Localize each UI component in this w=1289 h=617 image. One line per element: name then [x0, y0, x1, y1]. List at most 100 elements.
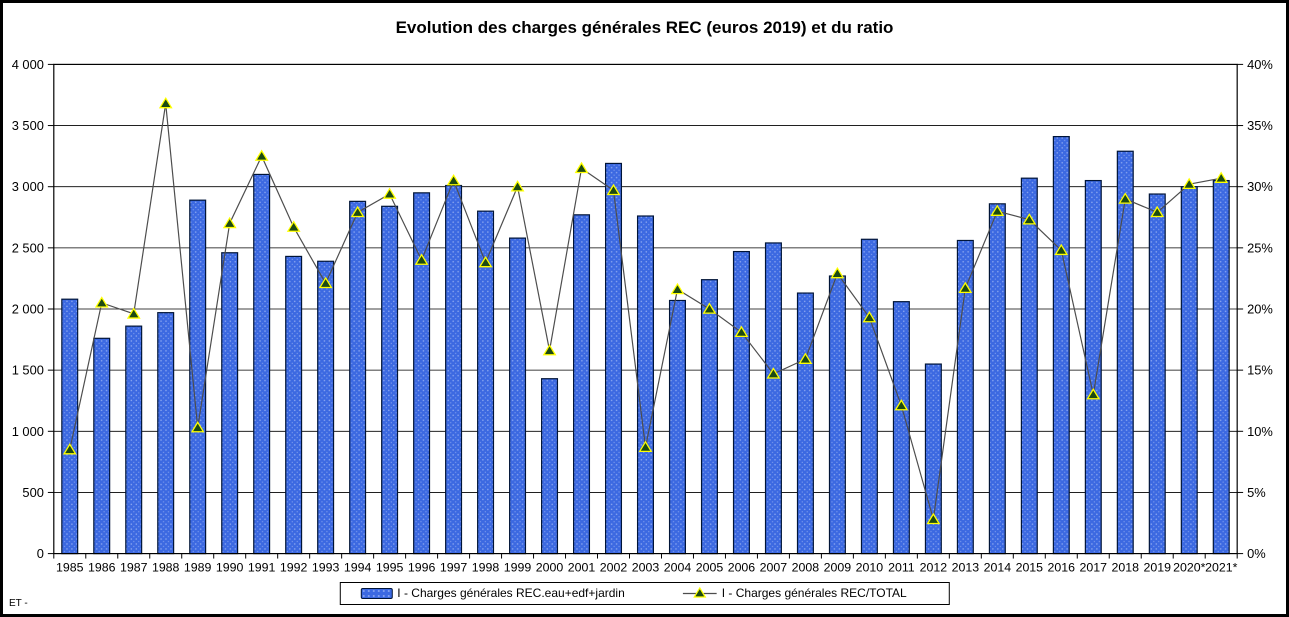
- bar-2011: [892, 301, 910, 555]
- y-axis-label-left: 4 000: [12, 57, 44, 72]
- bar-2000: [541, 378, 559, 555]
- bar-1991: [253, 173, 271, 555]
- bar-2001: [573, 214, 591, 555]
- x-axis-label-2009: 2009: [824, 560, 852, 574]
- x-axis-label-2011: 2011: [888, 560, 915, 574]
- bar-1987: [125, 325, 143, 555]
- bar-1994: [349, 200, 367, 555]
- x-axis-label-2003: 2003: [632, 560, 660, 574]
- y-axis-label-left: 1 500: [12, 363, 44, 378]
- bar-2019: [1148, 193, 1166, 555]
- legend-item-bars: I - Charges générales REC.eau+edf+jardin: [360, 586, 625, 600]
- ratio-marker-1998: [478, 255, 493, 268]
- x-axis-label-2001: 2001: [568, 560, 596, 574]
- x-axis-label-1986: 1986: [88, 560, 116, 574]
- y-axis-label-right: 5%: [1247, 485, 1266, 500]
- bar-1995: [381, 205, 399, 555]
- ratio-marker-2014: [990, 204, 1005, 216]
- x-axis-label-2005: 2005: [696, 560, 724, 574]
- bar-series-swatch-icon: [360, 587, 393, 599]
- ratio-marker-1996: [414, 253, 429, 265]
- x-axis-label-2008: 2008: [792, 560, 820, 574]
- bar-1997: [445, 184, 463, 555]
- ratio-marker-2003: [638, 440, 653, 452]
- ratio-marker-2004: [670, 282, 685, 295]
- bar-2021*: [1212, 179, 1230, 555]
- bar-2020*: [1180, 186, 1198, 555]
- y-axis-label-left: 1 000: [12, 424, 44, 439]
- bar-1999: [509, 237, 527, 555]
- ratio-marker-1989: [190, 421, 205, 433]
- x-axis-label-2000: 2000: [536, 560, 564, 574]
- ratio-marker-2021*: [1214, 171, 1229, 183]
- x-axis-label-2020*: 2020*: [1173, 560, 1205, 574]
- ratio-marker-2016: [1054, 243, 1069, 256]
- ratio-marker-2006: [734, 325, 749, 338]
- x-axis-label-1993: 1993: [312, 560, 340, 574]
- y-axis-label-left: 3 500: [12, 118, 44, 133]
- x-axis-label-2017: 2017: [1080, 560, 1108, 574]
- ratio-marker-2010: [862, 310, 877, 323]
- ratio-marker-2011: [894, 399, 909, 411]
- legend-bars-label: I - Charges générales REC.eau+edf+jardin: [397, 586, 625, 600]
- x-axis-label-2004: 2004: [664, 560, 692, 574]
- x-axis-label-2002: 2002: [600, 560, 628, 574]
- bar-2008: [796, 292, 814, 555]
- bar-1990: [221, 252, 239, 555]
- y-axis-label-right: 25%: [1247, 240, 1273, 255]
- legend-item-line: I - Charges générales REC/TOTAL: [682, 586, 907, 600]
- x-axis-label-2014: 2014: [984, 560, 1012, 574]
- x-axis-label-2015: 2015: [1016, 560, 1044, 574]
- ratio-marker-2001: [574, 161, 589, 174]
- x-axis-label-1997: 1997: [440, 560, 468, 574]
- y-axis-label-right: 20%: [1247, 301, 1273, 316]
- ratio-marker-2015: [1022, 213, 1037, 225]
- x-axis-label-1988: 1988: [152, 560, 180, 574]
- bar-2007: [764, 242, 782, 555]
- y-axis-label-left: 2 500: [12, 240, 44, 255]
- x-axis-label-2013: 2013: [952, 560, 980, 574]
- y-axis-label-left: 500: [22, 485, 43, 500]
- ratio-marker-1999: [510, 180, 525, 192]
- ratio-marker-2012: [926, 512, 941, 525]
- x-axis-label-1999: 1999: [504, 560, 532, 574]
- y-axis-label-left: 0: [37, 546, 44, 561]
- bar-2004: [668, 299, 686, 555]
- x-axis-label-1998: 1998: [472, 560, 500, 574]
- x-axis-label-1996: 1996: [408, 560, 436, 574]
- y-axis-label-left: 3 000: [12, 179, 44, 194]
- bar-2018: [1116, 150, 1134, 555]
- y-axis-label-left: 2 000: [12, 301, 44, 316]
- legend-line-label: I - Charges générales REC/TOTAL: [721, 586, 907, 600]
- chart-title: Evolution des charges générales REC (eur…: [395, 18, 894, 37]
- footer-note: ET -: [9, 598, 28, 609]
- x-axis-label-1994: 1994: [344, 560, 372, 574]
- ratio-marker-1990: [222, 216, 237, 229]
- x-axis-label-2018: 2018: [1112, 560, 1140, 574]
- ratio-marker-2020*: [1182, 177, 1197, 190]
- chart-legend: I - Charges générales REC.eau+edf+jardin…: [339, 582, 950, 605]
- ratio-marker-2000: [542, 343, 557, 356]
- y-axis-label-right: 35%: [1247, 118, 1273, 133]
- ratio-marker-2017: [1086, 388, 1101, 400]
- ratio-marker-2019: [1150, 205, 1165, 218]
- ratio-marker-2005: [702, 302, 717, 314]
- ratio-marker-1994: [350, 205, 365, 218]
- bar-2005: [700, 279, 718, 555]
- bar-2012: [924, 363, 942, 555]
- ratio-marker-1985: [62, 443, 77, 455]
- x-axis-label-2016: 2016: [1048, 560, 1076, 574]
- y-axis-label-right: 10%: [1247, 424, 1273, 439]
- x-axis-label-1995: 1995: [376, 560, 404, 574]
- ratio-marker-1987: [126, 307, 141, 319]
- ratio-marker-2008: [798, 352, 813, 364]
- bar-1993: [317, 260, 335, 555]
- bar-1992: [285, 255, 303, 555]
- ratio-marker-1986: [94, 296, 109, 308]
- ratio-marker-2018: [1118, 192, 1133, 204]
- y-axis-label-right: 0%: [1247, 546, 1266, 561]
- x-axis-label-1990: 1990: [216, 560, 244, 574]
- chart-plot-area: 0 0% 500 5% 1 000 10% 1 500 15% 2 000 20% 2 500 25%…: [12, 57, 1273, 575]
- bar-2003: [636, 215, 655, 555]
